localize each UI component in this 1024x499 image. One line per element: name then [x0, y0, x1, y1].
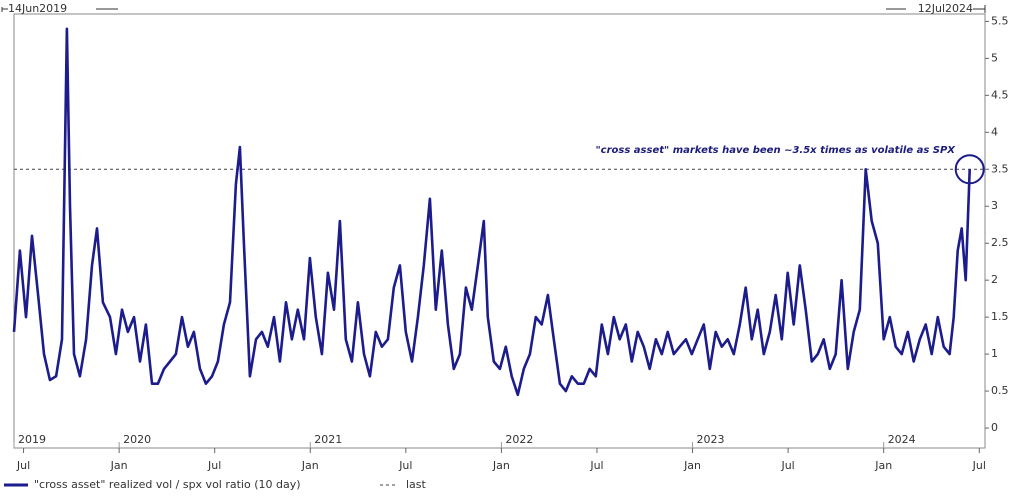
y-tick-label: 0	[991, 421, 998, 434]
year-label: 2019	[18, 433, 46, 446]
last-point-circle	[954, 154, 985, 185]
x-tick-label: Jan	[492, 459, 510, 472]
x-tick-label: Jul	[780, 459, 794, 472]
y-tick-label: 1.5	[991, 310, 1009, 323]
x-tick-label: Jan	[874, 459, 892, 472]
y-tick-label: 3	[991, 199, 998, 212]
x-tick-label: Jul	[207, 459, 221, 472]
x-tick-label: Jul	[16, 459, 30, 472]
year-label: 2020	[123, 433, 151, 446]
year-label: 2022	[505, 433, 533, 446]
y-tick-label: 1	[991, 347, 998, 360]
end-label: 12Jul2024	[918, 2, 973, 15]
legend-label: last	[406, 478, 427, 491]
x-tick-label: Jan	[683, 459, 701, 472]
y-tick-label: 5	[991, 51, 998, 64]
y-tick-label: 4	[991, 125, 998, 138]
x-tick-label: Jul	[972, 459, 986, 472]
start-label: 14Jun2019	[8, 2, 67, 15]
y-tick-label: 2	[991, 273, 998, 286]
year-label: 2024	[888, 433, 916, 446]
y-tick-label: 5.5	[991, 14, 1009, 27]
y-tick-label: 4.5	[991, 88, 1009, 101]
year-label: 2023	[697, 433, 725, 446]
plot-frame	[13, 13, 986, 449]
series-line	[12, 27, 971, 397]
y-tick-label: 0.5	[991, 384, 1009, 397]
x-tick-label: Jan	[301, 459, 319, 472]
x-tick-label: Jul	[398, 459, 412, 472]
y-tick-label: 2.5	[991, 236, 1009, 249]
y-tick-label: 3.5	[991, 162, 1009, 175]
legend-label: "cross asset" realized vol / spx vol rat…	[34, 478, 301, 491]
annotation: "cross asset" markets have been ~3.5x ti…	[595, 145, 956, 156]
year-label: 2021	[314, 433, 342, 446]
x-tick-label: Jan	[110, 459, 128, 472]
x-tick-label: Jul	[589, 459, 603, 472]
